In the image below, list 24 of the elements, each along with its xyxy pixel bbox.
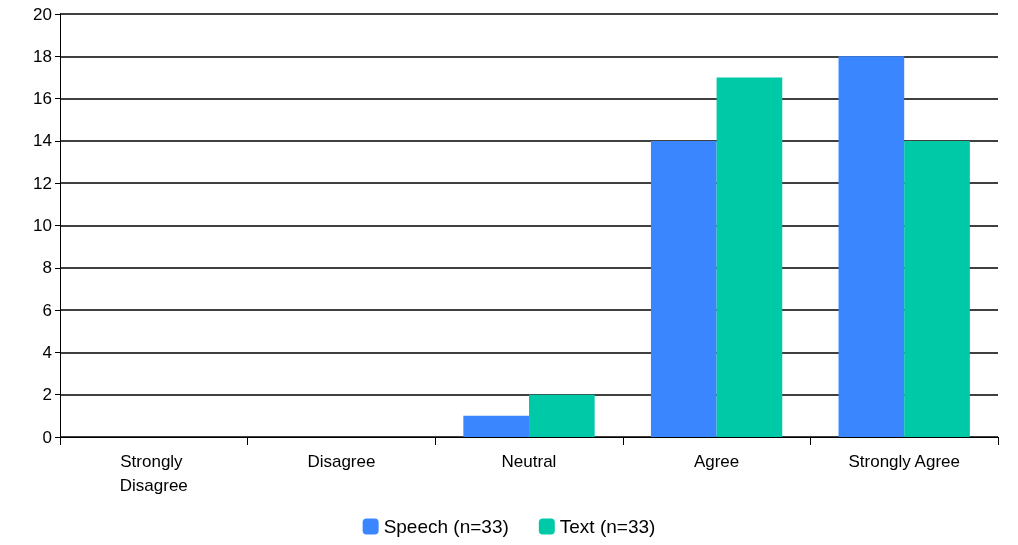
bar bbox=[529, 394, 595, 437]
x-tick-label: Strongly Disagree bbox=[119, 451, 188, 495]
y-tick-label: 0 bbox=[42, 427, 52, 447]
bar bbox=[716, 77, 783, 437]
x-tick-label: Agree bbox=[693, 451, 740, 471]
bar bbox=[650, 140, 717, 437]
x-tick-label: Strongly Agree bbox=[848, 451, 960, 471]
bar bbox=[463, 415, 529, 437]
y-tick-label: 4 bbox=[42, 342, 52, 362]
y-tick-label: 18 bbox=[33, 46, 52, 66]
bar bbox=[904, 140, 970, 437]
y-tick-label: 10 bbox=[33, 216, 52, 235]
y-tick-label: 6 bbox=[42, 300, 52, 320]
y-tick-label: 16 bbox=[33, 89, 52, 109]
legend-label: Speech (n=33) bbox=[383, 516, 509, 537]
y-tick-label: 2 bbox=[42, 385, 52, 405]
x-tick-label: Disagree bbox=[307, 451, 376, 471]
x-tick-label: Neutral bbox=[501, 451, 557, 471]
y-tick-label: 8 bbox=[42, 258, 52, 278]
y-tick-label: 12 bbox=[33, 173, 52, 193]
y-tick-label: 14 bbox=[33, 131, 52, 151]
y-tick-label: 20 bbox=[33, 4, 52, 24]
legend-label: Text (n=33) bbox=[559, 516, 656, 537]
bar bbox=[838, 56, 905, 437]
